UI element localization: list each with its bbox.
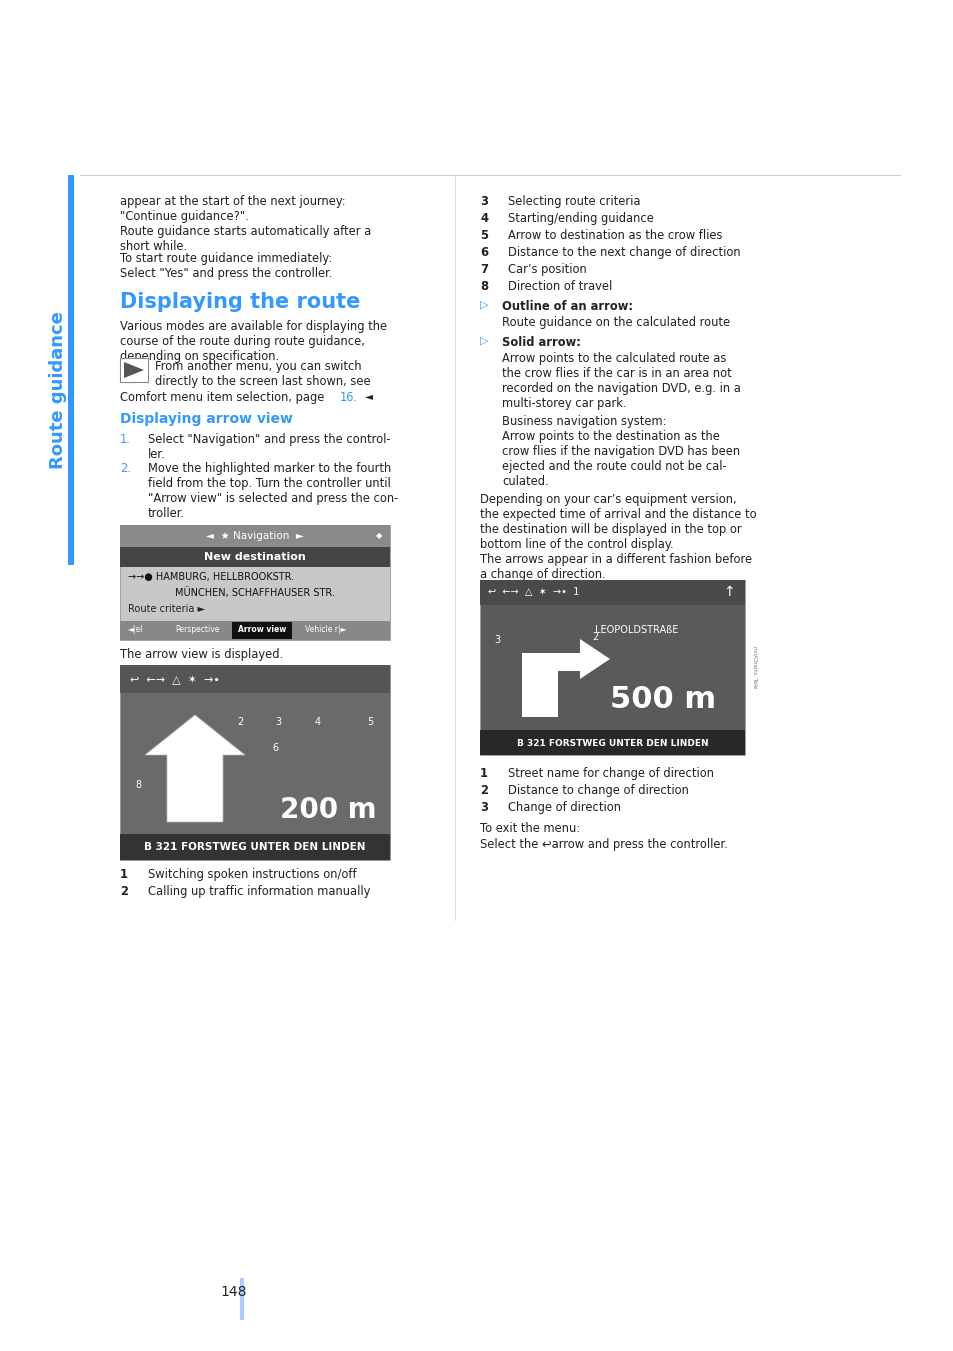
Text: Route criteria ►: Route criteria ► <box>128 604 205 613</box>
Text: To start route guidance immediately:
Select "Yes" and press the controller.: To start route guidance immediately: Sel… <box>120 253 333 280</box>
Text: ◄: ◄ <box>365 390 373 401</box>
Text: 7: 7 <box>184 811 190 820</box>
Bar <box>120 358 148 382</box>
Text: 2: 2 <box>236 717 243 727</box>
Text: Calling up traffic information manually: Calling up traffic information manually <box>148 885 370 898</box>
Bar <box>120 834 390 861</box>
Text: B 321 FORSTWEG UNTER DEN LINDEN: B 321 FORSTWEG UNTER DEN LINDEN <box>517 739 707 747</box>
Text: 3: 3 <box>479 195 488 208</box>
Text: ◄  ★ Navigation  ►: ◄ ★ Navigation ► <box>206 531 304 540</box>
Text: Vehicle r|►: Vehicle r|► <box>305 626 346 635</box>
Text: Starting/ending guidance: Starting/ending guidance <box>507 212 653 226</box>
Text: nvi/Charts. Tele: nvi/Charts. Tele <box>752 646 758 689</box>
Text: 3: 3 <box>274 717 281 727</box>
Text: →→● HAMBURG, HELLBROOKSTR.: →→● HAMBURG, HELLBROOKSTR. <box>128 571 294 582</box>
Bar <box>479 580 744 755</box>
Text: 148: 148 <box>220 1285 246 1300</box>
Text: Select "Navigation" and press the control-
ler.: Select "Navigation" and press the contro… <box>148 434 390 461</box>
Text: 200 m: 200 m <box>280 796 376 824</box>
Text: appear at the start of the next journey:
"Continue guidance?".: appear at the start of the next journey:… <box>120 195 345 223</box>
Text: 6: 6 <box>479 246 488 259</box>
Text: Route guidance on the calculated route: Route guidance on the calculated route <box>501 316 729 330</box>
Text: To exit the menu:: To exit the menu: <box>479 821 579 835</box>
Text: Car’s position: Car’s position <box>507 263 586 276</box>
Text: ◆: ◆ <box>375 531 381 540</box>
Text: Distance to the next change of direction: Distance to the next change of direction <box>507 246 740 259</box>
Text: 500 m: 500 m <box>609 685 716 715</box>
Polygon shape <box>145 715 245 821</box>
Text: 7: 7 <box>479 263 488 276</box>
Text: Displaying arrow view: Displaying arrow view <box>120 412 293 426</box>
Text: Switching spoken instructions on/off: Switching spoken instructions on/off <box>148 867 356 881</box>
Text: Street name for change of direction: Street name for change of direction <box>507 767 713 780</box>
Text: 8: 8 <box>479 280 488 293</box>
Text: 1: 1 <box>120 867 128 881</box>
Text: From another menu, you can switch
directly to the screen last shown, see: From another menu, you can switch direct… <box>154 359 370 388</box>
Text: LEOPOLDSTRAßE: LEOPOLDSTRAßE <box>595 626 678 635</box>
Text: 4: 4 <box>314 717 321 727</box>
Text: MÜNCHEN, SCHAFFHAUSER STR.: MÜNCHEN, SCHAFFHAUSER STR. <box>175 588 335 598</box>
Text: Outline of an arrow:: Outline of an arrow: <box>501 300 633 313</box>
Text: Solid arrow:: Solid arrow: <box>501 336 580 349</box>
Text: Route guidance: Route guidance <box>49 311 67 469</box>
Text: 16.: 16. <box>339 390 357 404</box>
Text: Direction of travel: Direction of travel <box>507 280 612 293</box>
Text: Distance to change of direction: Distance to change of direction <box>507 784 688 797</box>
Text: 2: 2 <box>120 885 128 898</box>
Text: 3: 3 <box>494 635 499 644</box>
Text: Perspective: Perspective <box>174 626 219 635</box>
Polygon shape <box>124 362 144 378</box>
Text: Depending on your car’s equipment version,
the expected time of arrival and the : Depending on your car’s equipment versio… <box>479 493 756 551</box>
Text: Comfort menu item selection, page: Comfort menu item selection, page <box>120 390 328 404</box>
Bar <box>120 547 390 567</box>
Text: 2: 2 <box>479 784 488 797</box>
Polygon shape <box>521 639 609 717</box>
Bar <box>479 730 744 755</box>
Bar <box>120 621 390 640</box>
Text: 1: 1 <box>479 767 488 780</box>
Text: B 321 FORSTWEG UNTER DEN LINDEN: B 321 FORSTWEG UNTER DEN LINDEN <box>144 842 365 852</box>
Text: ▷: ▷ <box>479 336 488 346</box>
Bar <box>240 1278 244 1320</box>
Bar <box>68 176 74 565</box>
Text: Change of direction: Change of direction <box>507 801 620 815</box>
Bar <box>120 665 390 861</box>
Text: 6: 6 <box>272 743 277 753</box>
Text: 5: 5 <box>367 717 373 727</box>
Text: 5: 5 <box>479 230 488 242</box>
Text: Move the highlighted marker to the fourth
field from the top. Turn the controlle: Move the highlighted marker to the fourt… <box>148 462 397 520</box>
Text: 1: 1 <box>192 717 198 727</box>
Text: 1.: 1. <box>120 434 131 446</box>
Bar <box>120 526 390 640</box>
Text: The arrows appear in a different fashion before
a change of direction.: The arrows appear in a different fashion… <box>479 553 751 581</box>
Text: ▷: ▷ <box>479 300 488 309</box>
Text: New destination: New destination <box>204 553 306 562</box>
Text: 4: 4 <box>479 212 488 226</box>
Text: Displaying the route: Displaying the route <box>120 292 360 312</box>
Text: 8: 8 <box>135 780 142 790</box>
Text: ◄|el: ◄|el <box>128 626 143 635</box>
Text: Arrow view: Arrow view <box>237 626 286 635</box>
Bar <box>479 580 744 605</box>
Text: Select the ↩arrow and press the controller.: Select the ↩arrow and press the controll… <box>479 838 727 851</box>
Text: Business navigation system:
Arrow points to the destination as the
crow flies if: Business navigation system: Arrow points… <box>501 415 740 488</box>
Text: ↩  ←→  △  ✶  →•: ↩ ←→ △ ✶ →• <box>130 674 219 684</box>
Bar <box>120 665 390 693</box>
Text: The arrow view is displayed.: The arrow view is displayed. <box>120 648 283 661</box>
Text: Various modes are available for displaying the
course of the route during route : Various modes are available for displayi… <box>120 320 387 363</box>
Text: Route guidance starts automatically after a
short while.: Route guidance starts automatically afte… <box>120 226 371 253</box>
Text: Selecting route criteria: Selecting route criteria <box>507 195 639 208</box>
Text: 2: 2 <box>591 632 598 642</box>
Text: Arrow points to the calculated route as
the crow flies if the car is in an area : Arrow points to the calculated route as … <box>501 353 740 409</box>
Bar <box>120 526 390 547</box>
Text: 2.: 2. <box>120 462 131 476</box>
Text: Arrow to destination as the crow flies: Arrow to destination as the crow flies <box>507 230 721 242</box>
Text: ↑: ↑ <box>722 585 734 598</box>
Text: ↩  ←→  △  ✶  →•  1: ↩ ←→ △ ✶ →• 1 <box>488 586 578 597</box>
Bar <box>232 621 292 639</box>
Text: 3: 3 <box>479 801 488 815</box>
